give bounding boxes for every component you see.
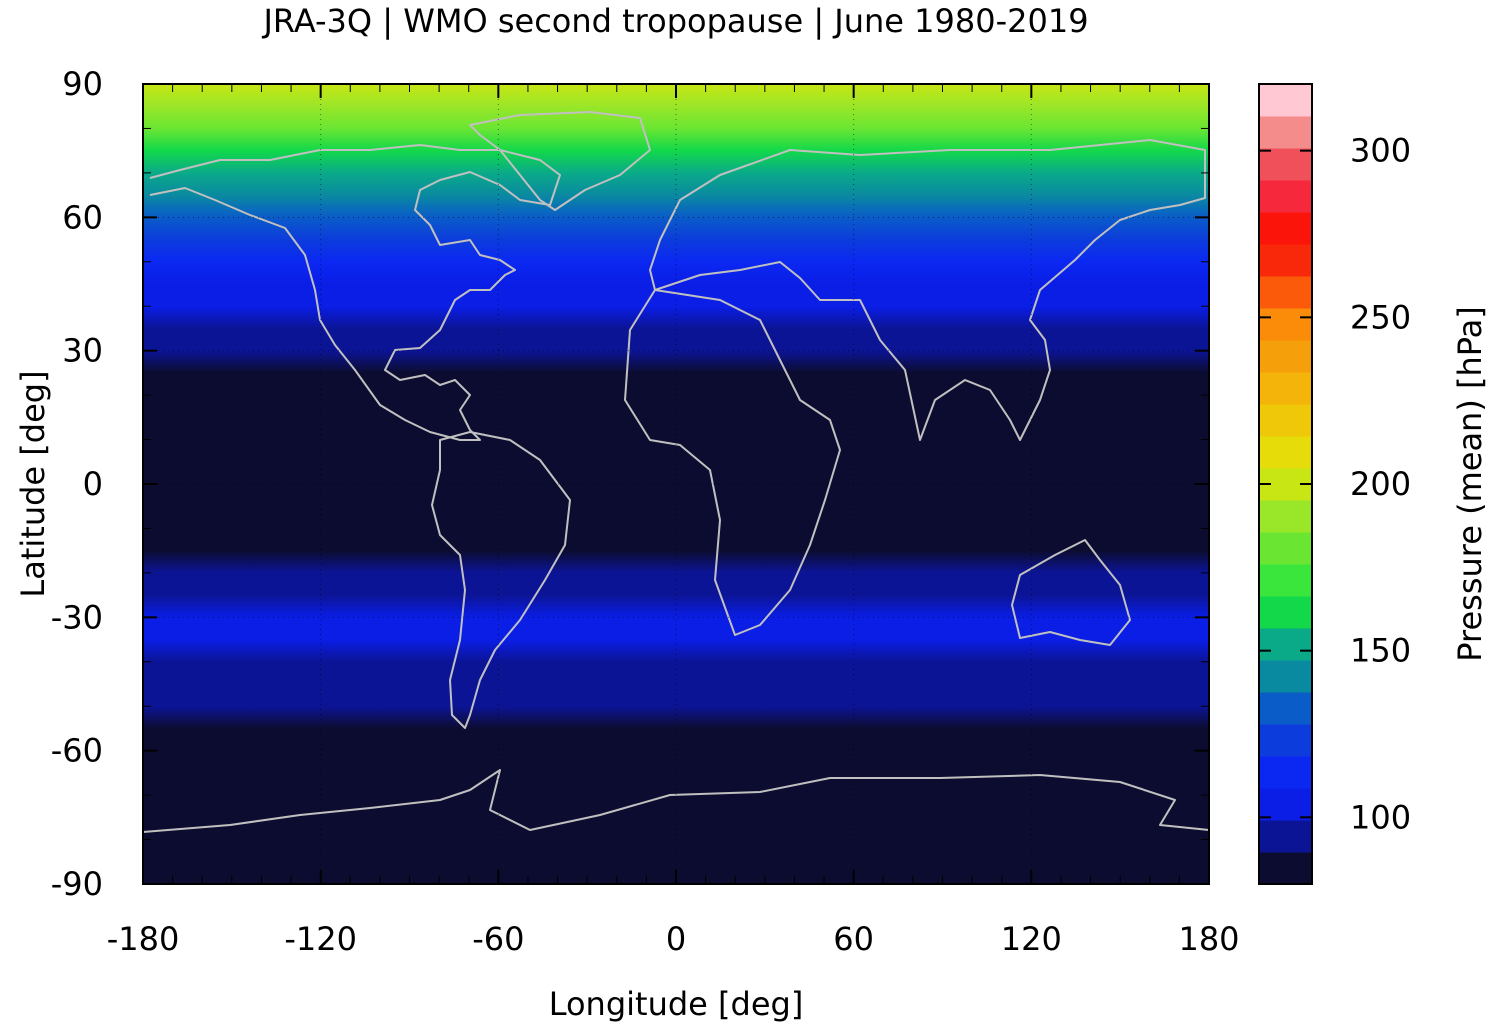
colorbar-tick-label: 300 — [1350, 132, 1411, 170]
colorbar-tick-label: 250 — [1350, 298, 1411, 336]
colorbar-swatch — [1259, 564, 1312, 597]
y-tick-label: -30 — [51, 598, 103, 636]
colorbar-tick-label: 150 — [1350, 632, 1411, 670]
colorbar-swatch — [1259, 820, 1312, 853]
colorbar-label: Pressure (mean) [hPa] — [1451, 306, 1489, 661]
colorbar-swatch — [1259, 532, 1312, 565]
x-tick-label: 180 — [1178, 920, 1239, 958]
colorbar-swatch — [1259, 500, 1312, 533]
colorbar-swatch — [1259, 628, 1312, 661]
y-tick-label: 0 — [83, 465, 103, 503]
x-tick-label: 120 — [1001, 920, 1062, 958]
x-tick-label: -120 — [284, 920, 357, 958]
colorbar-swatch — [1259, 660, 1312, 693]
colorbar-tick-label: 200 — [1350, 465, 1411, 503]
coastline-greenland — [469, 111, 651, 211]
colorbar-swatch — [1259, 340, 1312, 373]
colorbar — [1259, 84, 1312, 885]
colorbar-swatch — [1259, 84, 1312, 117]
colorbar-swatch — [1259, 596, 1312, 629]
y-axis-label: Latitude [deg] — [14, 370, 52, 597]
x-axis-label: Longitude [deg] — [549, 985, 804, 1023]
y-tick-label: 60 — [62, 198, 103, 236]
colorbar-tick-label: 100 — [1350, 798, 1411, 836]
coastlines — [143, 111, 1209, 833]
colorbar-swatch — [1259, 276, 1312, 309]
grid-lines — [143, 84, 1209, 884]
plot-area — [142, 83, 1210, 885]
y-tick-label: 30 — [62, 332, 103, 370]
colorbar-ticks: 100 150 200 250 300 — [1259, 132, 1411, 836]
colorbar-swatch — [1259, 436, 1312, 469]
colorbar-swatch — [1259, 308, 1312, 341]
y-tick-label: -60 — [51, 732, 103, 770]
colorbar-swatch — [1259, 788, 1312, 821]
x-tick-label: -60 — [472, 920, 524, 958]
x-tick-label: 0 — [666, 920, 686, 958]
y-axis-ticks: 90 60 30 0 -30 -60 -90 — [51, 65, 1209, 903]
chart-title: JRA-3Q | WMO second tropopause | June 19… — [261, 2, 1088, 40]
x-axis-ticks: -180 -120 -60 0 60 120 180 — [107, 84, 1240, 958]
x-tick-label: 60 — [833, 920, 874, 958]
colorbar-swatch — [1259, 212, 1312, 245]
colorbar-swatch — [1259, 852, 1312, 885]
coastline-south-america — [431, 431, 571, 729]
colorbar-swatch — [1259, 692, 1312, 725]
colorbar-swatch — [1259, 148, 1312, 181]
colorbar-swatch — [1259, 404, 1312, 437]
colorbar-swatch — [1259, 180, 1312, 213]
colorbar-swatch — [1259, 756, 1312, 789]
y-tick-label: 90 — [62, 65, 103, 103]
y-tick-label: -90 — [51, 865, 103, 903]
coastline-antarctica — [143, 769, 1209, 833]
colorbar-swatch — [1259, 372, 1312, 405]
coastline-north-america — [149, 144, 561, 441]
coastline-africa — [624, 289, 841, 636]
coastline-eurasia-africa — [649, 139, 1206, 441]
x-tick-label: -180 — [107, 920, 180, 958]
coastline-australia — [1011, 539, 1131, 646]
colorbar-swatch — [1259, 244, 1312, 277]
colorbar-swatch — [1259, 724, 1312, 757]
colorbar-swatch — [1259, 116, 1312, 149]
